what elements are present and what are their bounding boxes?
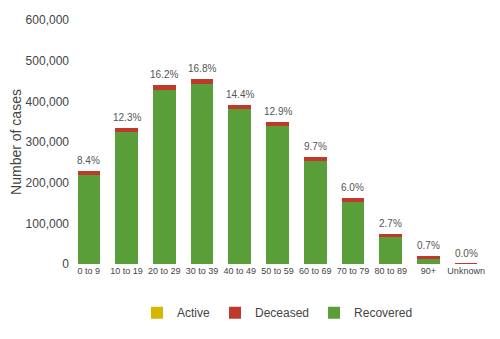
svg-text:2.7%: 2.7% <box>379 218 402 229</box>
svg-text:9.7%: 9.7% <box>304 141 327 152</box>
svg-text:20 to 29: 20 to 29 <box>148 266 181 276</box>
svg-text:80 to 89: 80 to 89 <box>374 266 407 276</box>
svg-text:14.4%: 14.4% <box>226 89 254 100</box>
svg-text:Number of cases: Number of cases <box>8 89 24 195</box>
svg-text:40 to 49: 40 to 49 <box>224 266 257 276</box>
svg-text:30 to 39: 30 to 39 <box>186 266 219 276</box>
svg-text:Deceased: Deceased <box>255 306 309 320</box>
svg-text:12.3%: 12.3% <box>113 112 141 123</box>
svg-text:Unknown: Unknown <box>447 266 485 276</box>
svg-text:12.9%: 12.9% <box>264 106 292 117</box>
svg-text:0: 0 <box>62 257 69 271</box>
svg-text:400,000: 400,000 <box>26 95 70 109</box>
svg-text:Recovered: Recovered <box>354 306 412 320</box>
svg-text:8.4%: 8.4% <box>77 155 100 166</box>
svg-text:300,000: 300,000 <box>26 135 70 149</box>
svg-text:100,000: 100,000 <box>26 217 70 231</box>
svg-text:16.2%: 16.2% <box>150 69 178 80</box>
svg-text:600,000: 600,000 <box>26 13 70 27</box>
svg-text:70 to 79: 70 to 79 <box>337 266 370 276</box>
svg-text:16.8%: 16.8% <box>188 63 216 74</box>
svg-text:0.7%: 0.7% <box>417 240 440 251</box>
svg-text:0 to 9: 0 to 9 <box>78 266 101 276</box>
svg-text:200,000: 200,000 <box>26 176 70 190</box>
svg-text:50 to 59: 50 to 59 <box>261 266 294 276</box>
svg-text:500,000: 500,000 <box>26 54 70 68</box>
svg-text:10 to 19: 10 to 19 <box>110 266 143 276</box>
svg-text:90+: 90+ <box>421 266 436 276</box>
svg-text:6.0%: 6.0% <box>341 182 364 193</box>
svg-text:0.0%: 0.0% <box>455 248 478 259</box>
svg-text:60 to 69: 60 to 69 <box>299 266 332 276</box>
svg-text:Active: Active <box>177 306 210 320</box>
